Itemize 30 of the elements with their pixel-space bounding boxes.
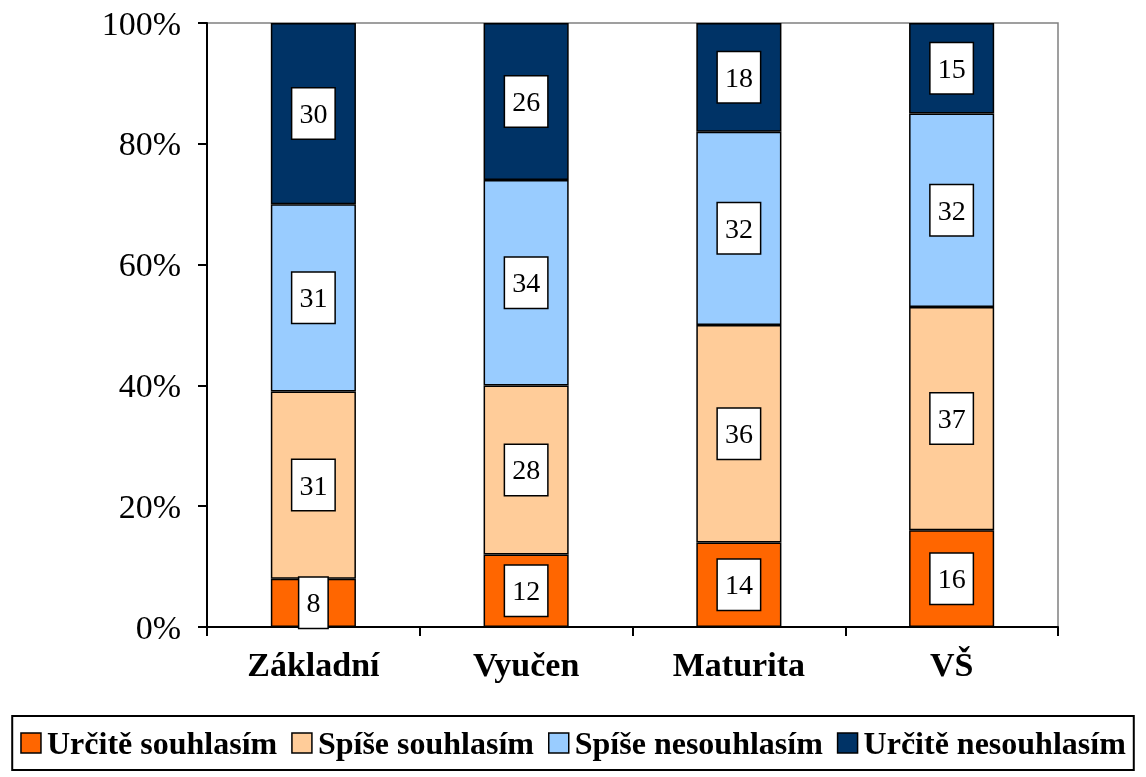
y-tick-label: 60% <box>118 246 181 284</box>
legend-label: Určitě nesouhlasím <box>863 725 1127 761</box>
data-label: 26 <box>512 86 541 118</box>
data-label: 32 <box>724 212 753 244</box>
data-label: 31 <box>299 282 328 314</box>
data-label: 34 <box>512 267 541 299</box>
data-label: 14 <box>724 569 753 601</box>
x-tick-label: Vyučen <box>472 645 580 683</box>
data-label: 30 <box>299 98 328 130</box>
x-tick-label: Základní <box>247 645 381 683</box>
y-tick-label: 100% <box>101 4 181 42</box>
y-tick-label: 80% <box>118 125 181 163</box>
legend-label: Určitě souhlasím <box>46 725 278 761</box>
x-tick-label: Maturita <box>672 645 805 683</box>
data-label: 16 <box>937 563 966 595</box>
legend-label: Spíše souhlasím <box>317 725 535 761</box>
y-tick-label: 40% <box>118 366 181 404</box>
data-label: 36 <box>724 418 753 450</box>
data-label: 31 <box>299 469 328 501</box>
data-label: 37 <box>937 403 966 435</box>
data-label: 12 <box>512 575 541 607</box>
y-tick-label: 20% <box>118 487 181 525</box>
legend-label: Spíše nesouhlasím <box>574 725 824 761</box>
data-label: 15 <box>937 52 966 84</box>
y-tick-label: 0% <box>135 608 181 646</box>
x-tick-label: VŠ <box>929 645 974 683</box>
data-label: 32 <box>937 194 966 226</box>
data-label: 18 <box>724 61 753 93</box>
data-label: 8 <box>306 587 321 619</box>
data-label: 28 <box>512 454 541 486</box>
